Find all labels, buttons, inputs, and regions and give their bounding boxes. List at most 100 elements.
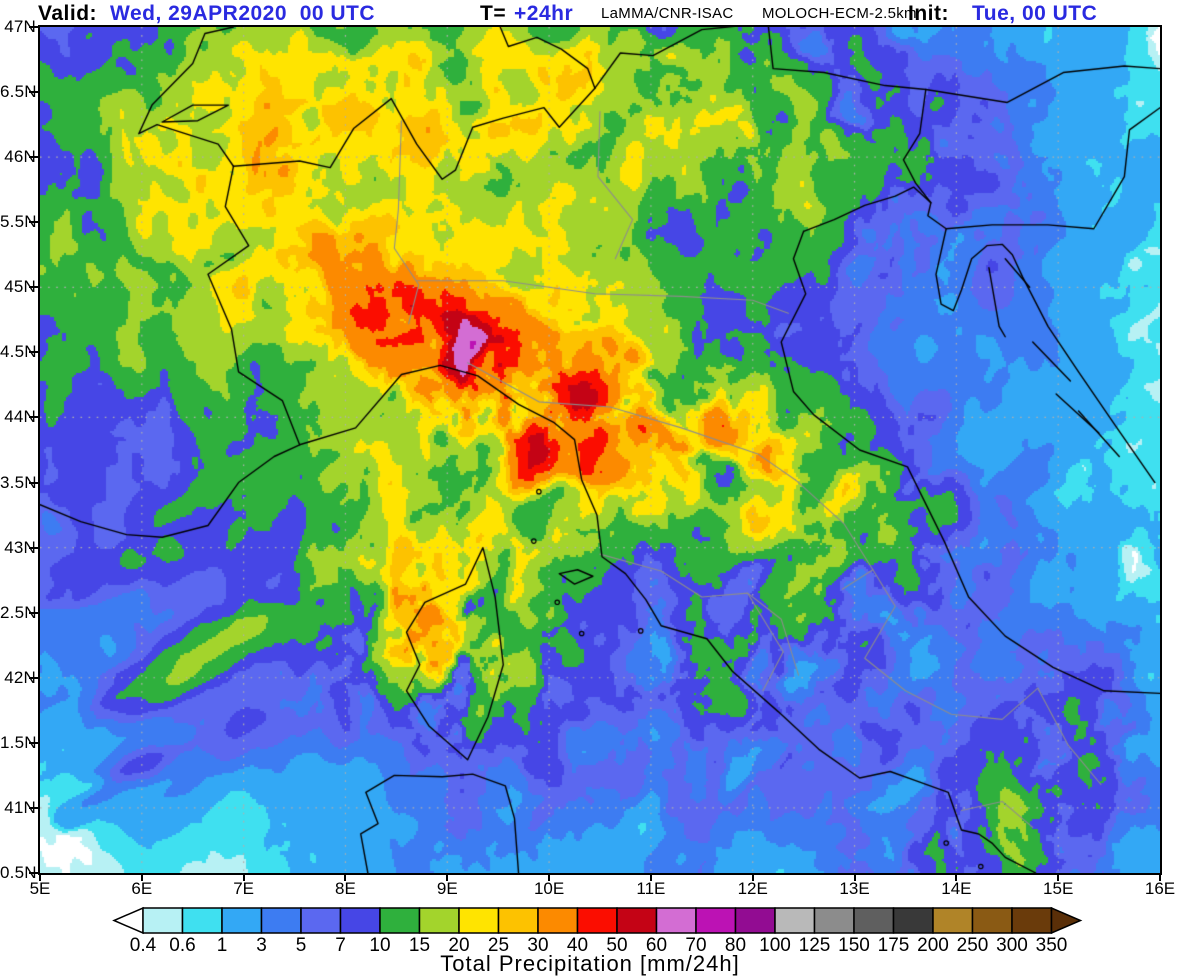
x-tick-label: 13E (839, 879, 870, 898)
colorbar-cell (418, 907, 460, 934)
colorbar-cell (734, 907, 776, 934)
colorbar-over-arrow (1050, 906, 1083, 935)
y-tick (29, 416, 38, 419)
x-tick-label: 12E (737, 879, 768, 898)
colorbar-cell (813, 907, 855, 934)
x-tick (242, 873, 245, 881)
x-tick-label: 15E (1043, 879, 1074, 898)
colorbar-tick-label: 125 (799, 935, 831, 953)
colorbar-tick-label: 200 (917, 935, 949, 953)
colorbar-cell (1011, 907, 1053, 934)
colorbar-tick-label: 70 (685, 935, 706, 953)
x-tick-label: 14E (941, 879, 972, 898)
colorbar-cell (458, 907, 500, 934)
y-tick-label: 5.5N (0, 212, 37, 232)
colorbar-tick-label: 1 (217, 935, 228, 953)
colorbar-tick-label: 3 (256, 935, 267, 953)
colorbar-tick-label: 0.4 (130, 935, 157, 953)
y-tick (29, 546, 38, 549)
colorbar-under-arrow (112, 906, 144, 935)
t-value: +24hr (514, 2, 574, 25)
y-tick-label: 3.5N (0, 472, 37, 492)
colorbar-tick-label: 60 (646, 935, 667, 953)
x-tick-label: 7E (233, 879, 255, 898)
x-tick-label: 9E (436, 879, 458, 898)
x-tick (1159, 873, 1161, 881)
x-tick (853, 873, 856, 881)
init-value: Tue, 00 UTC (972, 2, 1098, 25)
x-tick (955, 873, 958, 881)
y-tick (29, 481, 38, 484)
colorbar-cell (853, 907, 895, 934)
colorbar-tick-label: 25 (488, 935, 509, 953)
x-tick-label: 16E (1144, 879, 1176, 898)
colorbar-tick-label: 80 (725, 935, 746, 953)
colorbar-tick-label: 10 (369, 935, 390, 953)
colorbar: 0.4 0.6 1 3 5 7 10 15 20 25 30 40 50 60 70 80 100 125 150 1… (112, 906, 1083, 953)
colorbar-tick-label: 50 (606, 935, 627, 953)
x-tick-label: 6E (131, 879, 153, 898)
precipitation-map-canvas (40, 27, 1160, 873)
colorbar-tick-label: 0.6 (169, 935, 195, 953)
x-tick-label: 11E (636, 879, 666, 898)
x-tick (446, 873, 449, 881)
colorbar-cell (971, 907, 1013, 934)
x-tick-label: 10E (533, 879, 565, 898)
y-tick-label: 46N (4, 147, 36, 167)
colorbar-cell (537, 907, 579, 934)
colorbar-cell (181, 907, 223, 934)
colorbar-cell (576, 907, 618, 934)
colorbar-cell (339, 907, 381, 934)
y-tick-label: 44N (4, 407, 36, 427)
x-tick (751, 873, 754, 881)
init-label: Init: (908, 2, 949, 25)
colorbar-cell (695, 907, 737, 934)
x-tick-label: 8E (335, 879, 356, 898)
y-tick-label: 2.5N (0, 602, 37, 622)
y-tick-label: 47N (4, 17, 36, 36)
y-tick (29, 351, 38, 354)
colorbar-cell (260, 907, 302, 934)
x-tick (649, 873, 652, 881)
colorbar-cell (774, 907, 816, 934)
colorbar-cell (142, 907, 184, 934)
colorbar-tick-label: 150 (838, 935, 870, 953)
colorbar-tick-label: 20 (448, 935, 469, 953)
org-label: LaMMA/CNR-ISAC (601, 5, 734, 22)
valid-value: Wed, 29APR2020 00 UTC (110, 2, 376, 25)
colorbar-cell (892, 907, 934, 934)
y-tick (29, 611, 38, 614)
y-tick-label: 45N (4, 277, 36, 297)
y-tick (29, 286, 38, 289)
y-tick-label: 41N (4, 797, 36, 817)
y-tick (29, 676, 38, 679)
y-tick-label: 6.5N (0, 82, 37, 102)
colorbar-cell (655, 907, 697, 934)
x-tick (1057, 873, 1060, 881)
colorbar-tick-label: 250 (957, 935, 989, 953)
t-label: T= (480, 2, 507, 25)
x-tick (344, 873, 347, 881)
valid-label: Valid: (38, 2, 98, 25)
y-tick (29, 806, 38, 809)
colorbar-cell (932, 907, 974, 934)
y-tick (29, 156, 38, 159)
x-tick (39, 873, 41, 881)
y-tick (29, 26, 38, 28)
colorbar-cell (221, 907, 263, 934)
y-tick-label: 1.5N (0, 732, 37, 752)
colorbar-tick-label: 300 (996, 935, 1028, 953)
y-tick-label: 4.5N (0, 342, 37, 362)
y-tick (29, 741, 38, 744)
colorbar-cell (616, 907, 658, 934)
colorbar-cell (379, 907, 421, 934)
colorbar-cell (300, 907, 342, 934)
colorbar-tick-label: 5 (296, 935, 307, 953)
colorbar-title: Total Precipitation [mm/24h] (440, 951, 740, 976)
colorbar-tick-label: 30 (527, 935, 548, 953)
y-tick-label: 42N (4, 667, 36, 687)
colorbar-tick-label: 40 (567, 935, 588, 953)
x-tick-label: 5E (29, 879, 51, 898)
map-frame (38, 25, 1162, 875)
